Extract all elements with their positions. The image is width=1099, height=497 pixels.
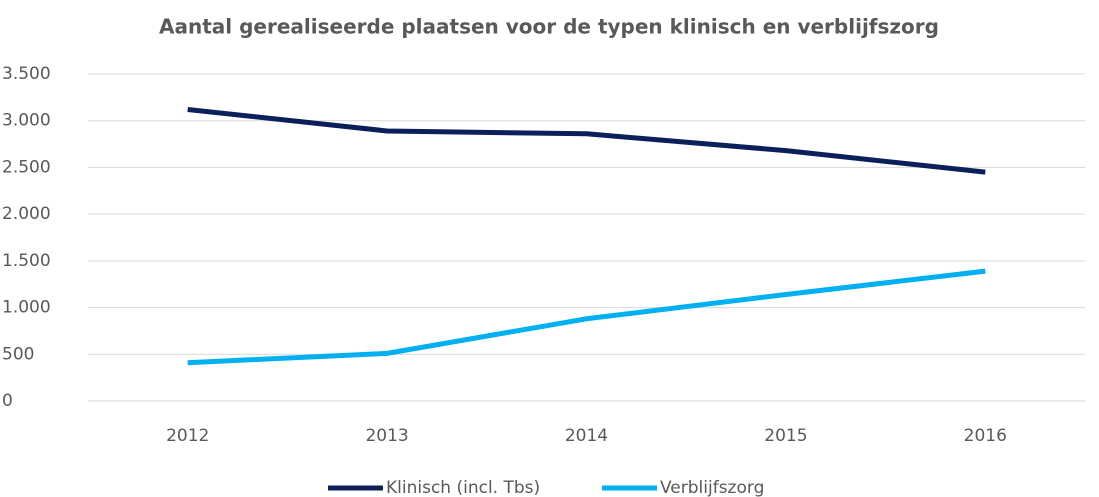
y-tick-label: 1.000 bbox=[2, 298, 51, 318]
x-tick-label: 2013 bbox=[365, 426, 408, 446]
y-tick-label: 1.500 bbox=[2, 251, 51, 271]
line-series bbox=[187, 268, 986, 366]
y-tick-label: 3.000 bbox=[2, 111, 51, 131]
x-tick-label: 2015 bbox=[764, 426, 807, 446]
x-tick-label: 2014 bbox=[565, 426, 608, 446]
y-tick-label: 0 bbox=[2, 391, 13, 411]
legend-label: Klinisch (incl. Tbs) bbox=[386, 478, 540, 497]
line-series bbox=[187, 107, 986, 175]
legend-label: Verblijfszorg bbox=[660, 478, 764, 497]
y-tick-label: 2.500 bbox=[2, 157, 51, 177]
y-tick-label: 500 bbox=[2, 344, 34, 364]
y-tick-label: 3.500 bbox=[2, 64, 51, 84]
x-tick-label: 2012 bbox=[166, 426, 209, 446]
chart-title: Aantal gerealiseerde plaatsen voor de ty… bbox=[159, 15, 939, 39]
y-tick-label: 2.000 bbox=[2, 204, 51, 224]
x-tick-label: 2016 bbox=[964, 426, 1007, 446]
